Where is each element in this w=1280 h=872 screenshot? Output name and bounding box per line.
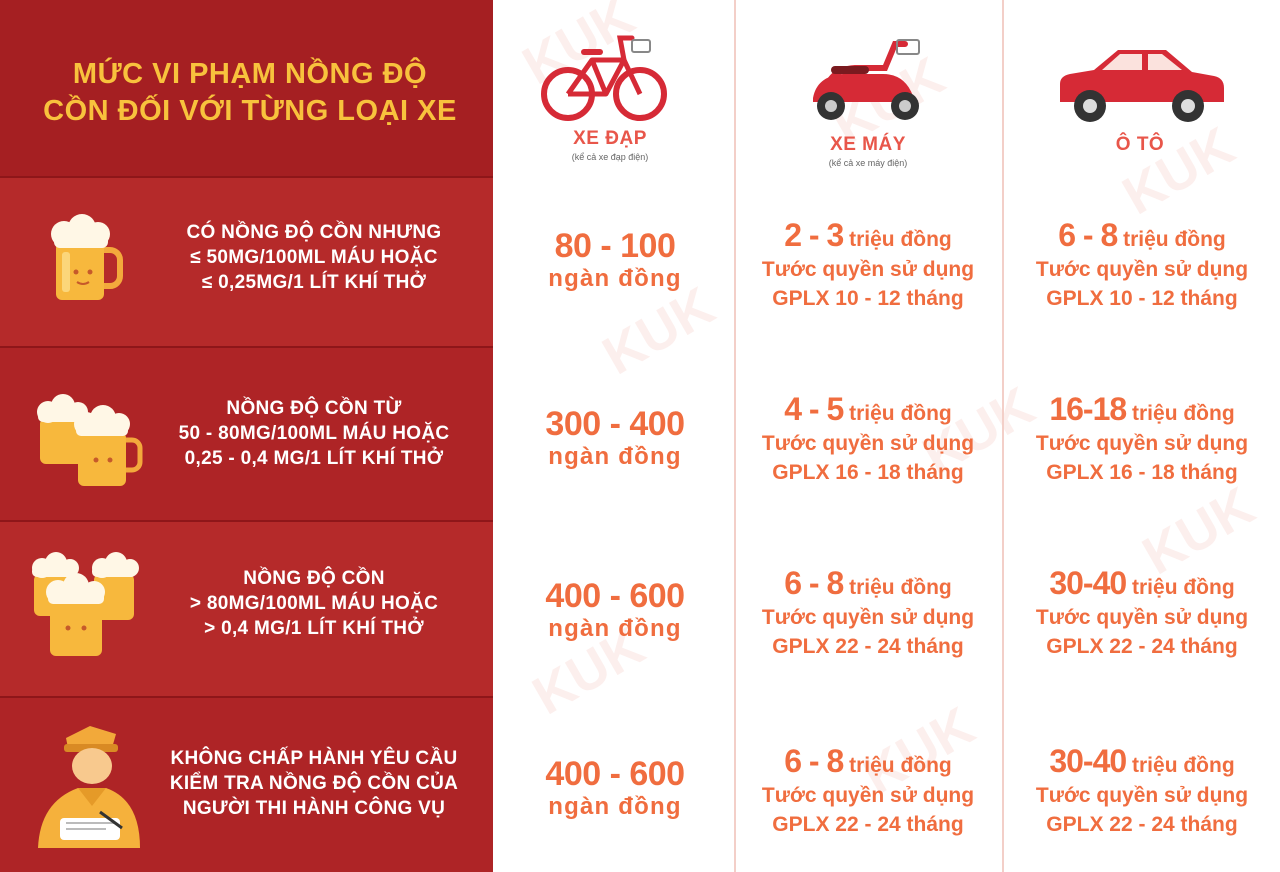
title-line-2: CỒN ĐỐI VỚI TỪNG LOẠI XE	[43, 95, 457, 127]
fine-unit: triệu đồng	[849, 228, 952, 251]
license-suspension-period: GPLX 22 - 24 tháng	[1046, 635, 1238, 658]
page-title: MỨC VI PHẠM NỒNG ĐỘ CỒN ĐỐI VỚI TỪNG LOẠ…	[30, 56, 470, 130]
license-suspension-label: Tước quyền sử dụng	[1035, 258, 1249, 281]
fine-amount: 2 - 3	[784, 217, 844, 253]
fine-amount: 400 - 600	[545, 755, 685, 793]
condition-line: ≤ 0,25MG/1 LÍT KHÍ THỞ	[201, 272, 427, 293]
column-divider	[1002, 0, 1004, 872]
vehicle-header-bicycle: XE ĐẠP (kể cả xe đạp điện)	[520, 128, 700, 162]
license-suspension-label: Tước quyền sử dụng	[761, 258, 975, 281]
fine-motorbike-row-2: 4 - 5 triệu đồng Tước quyền sử dụng GPLX…	[748, 391, 988, 487]
condition-line: ≤ 50MG/100ML MÁU HOẶC	[190, 247, 438, 268]
license-suspension-period: GPLX 22 - 24 tháng	[772, 635, 964, 658]
license-suspension-period: GPLX 22 - 24 tháng	[772, 813, 964, 836]
license-suspension-period: GPLX 22 - 24 tháng	[1046, 813, 1238, 836]
fine-unit: triệu đồng	[849, 576, 952, 599]
fine-amount: 6 - 8	[784, 743, 844, 779]
fine-unit: ngàn đồng	[548, 265, 682, 292]
fine-bicycle-row-4: 400 - 600 ngàn đồng	[505, 756, 725, 822]
fine-unit: ngàn đồng	[548, 443, 682, 470]
fine-unit: triệu đồng	[849, 754, 952, 777]
divider	[0, 346, 493, 348]
license-suspension-period: GPLX 10 - 12 tháng	[772, 287, 964, 310]
watermark: KUK	[1112, 115, 1245, 227]
condition-row-3: NỒNG ĐỘ CỒN > 80MG/100ML MÁU HOẶC > 0,4 …	[140, 566, 488, 641]
condition-row-4: KHÔNG CHẤP HÀNH YÊU CẦU KIỂM TRA NỒNG ĐỘ…	[140, 746, 488, 821]
vehicle-header-car: Ô TÔ	[1050, 134, 1230, 156]
license-suspension-label: Tước quyền sử dụng	[1035, 784, 1249, 807]
fine-bicycle-row-1: 80 - 100 ngàn đồng	[505, 228, 725, 294]
car-icon	[1060, 50, 1224, 122]
fine-amount: 4 - 5	[784, 391, 844, 427]
condition-line: CÓ NỒNG ĐỘ CỒN NHƯNG	[186, 222, 442, 243]
condition-row-2: NỒNG ĐỘ CỒN TỪ 50 - 80MG/100ML MÁU HOẶC …	[140, 396, 488, 471]
divider	[0, 520, 493, 522]
two-beer-mugs-icon	[37, 394, 143, 486]
fine-motorbike-row-3: 6 - 8 triệu đồng Tước quyền sử dụng GPLX…	[748, 565, 988, 661]
fine-unit: triệu đồng	[1132, 576, 1235, 599]
vehicle-header-motorbike: XE MÁY (kể cả xe máy điện)	[778, 134, 958, 168]
condition-line: KIỂM TRA NỒNG ĐỘ CỒN CỦA	[169, 773, 459, 794]
fine-amount: 80 - 100	[554, 227, 676, 265]
vehicle-note: (kể cả xe đạp điện)	[571, 152, 649, 162]
left-panel: MỨC VI PHẠM NỒNG ĐỘ CỒN ĐỐI VỚI TỪNG LOẠ…	[0, 0, 493, 872]
license-suspension-label: Tước quyền sử dụng	[761, 784, 975, 807]
fine-amount: 6 - 8	[1058, 217, 1118, 253]
three-beer-mugs-icon	[32, 552, 139, 656]
fine-unit: ngàn đồng	[548, 793, 682, 820]
condition-line: NỒNG ĐỘ CỒN TỪ	[226, 398, 402, 419]
condition-line: > 80MG/100ML MÁU HOẶC	[189, 593, 439, 614]
fine-amount: 30-40	[1049, 565, 1127, 601]
license-suspension-label: Tước quyền sử dụng	[1035, 432, 1249, 455]
fine-car-row-3: 30-40 triệu đồng Tước quyền sử dụng GPLX…	[1020, 565, 1264, 661]
fine-unit: triệu đồng	[1132, 754, 1235, 777]
fine-amount: 30-40	[1049, 743, 1127, 779]
scooter-icon	[813, 39, 920, 120]
fine-car-row-1: 6 - 8 triệu đồng Tước quyền sử dụng GPLX…	[1020, 217, 1264, 313]
fine-amount: 6 - 8	[784, 565, 844, 601]
condition-line: KHÔNG CHẤP HÀNH YÊU CẦU	[170, 748, 458, 769]
fine-motorbike-row-4: 6 - 8 triệu đồng Tước quyền sử dụng GPLX…	[748, 743, 988, 839]
fine-unit: ngàn đồng	[548, 615, 682, 642]
vehicle-name: XE MÁY	[830, 134, 906, 155]
fine-bicycle-row-2: 300 - 400 ngàn đồng	[505, 406, 725, 472]
condition-line: 50 - 80MG/100ML MÁU HOẶC	[178, 423, 450, 444]
license-suspension-period: GPLX 16 - 18 tháng	[772, 461, 964, 484]
license-suspension-period: GPLX 16 - 18 tháng	[1046, 461, 1238, 484]
vehicle-name: Ô TÔ	[1115, 134, 1165, 155]
condition-line: > 0,4 MG/1 LÍT KHÍ THỞ	[204, 618, 424, 639]
traffic-officer-icon	[38, 726, 140, 848]
condition-line: NGƯỜI THI HÀNH CÔNG VỤ	[182, 798, 446, 819]
fine-unit: triệu đồng	[1123, 228, 1226, 251]
title-line-1: MỨC VI PHẠM NỒNG ĐỘ	[72, 58, 428, 90]
fine-motorbike-row-1: 2 - 3 triệu đồng Tước quyền sử dụng GPLX…	[748, 217, 988, 313]
divider	[0, 176, 493, 178]
fine-amount: 400 - 600	[545, 577, 685, 615]
fine-unit: triệu đồng	[1132, 402, 1235, 425]
title-block	[0, 0, 493, 176]
condition-line: NỒNG ĐỘ CỒN	[243, 568, 385, 589]
fine-unit: triệu đồng	[849, 402, 952, 425]
condition-row-1: CÓ NỒNG ĐỘ CỒN NHƯNG ≤ 50MG/100ML MÁU HO…	[140, 220, 488, 295]
fine-amount: 300 - 400	[545, 405, 685, 443]
vehicle-name: XE ĐẠP	[573, 128, 647, 149]
fine-car-row-2: 16-18 triệu đồng Tước quyền sử dụng GPLX…	[1020, 391, 1264, 487]
divider	[0, 696, 493, 698]
condition-line: 0,25 - 0,4 MG/1 LÍT KHÍ THỞ	[184, 448, 444, 469]
column-divider	[734, 0, 736, 872]
fine-amount: 16-18	[1049, 391, 1127, 427]
vehicle-note: (kể cả xe máy điện)	[828, 158, 908, 168]
license-suspension-label: Tước quyền sử dụng	[761, 432, 975, 455]
bicycle-icon	[541, 35, 667, 121]
license-suspension-label: Tước quyền sử dụng	[761, 606, 975, 629]
fine-bicycle-row-3: 400 - 600 ngàn đồng	[505, 578, 725, 644]
license-suspension-period: GPLX 10 - 12 tháng	[1046, 287, 1238, 310]
beer-mug-icon	[51, 214, 123, 300]
fine-car-row-4: 30-40 triệu đồng Tước quyền sử dụng GPLX…	[1020, 743, 1264, 839]
license-suspension-label: Tước quyền sử dụng	[1035, 606, 1249, 629]
